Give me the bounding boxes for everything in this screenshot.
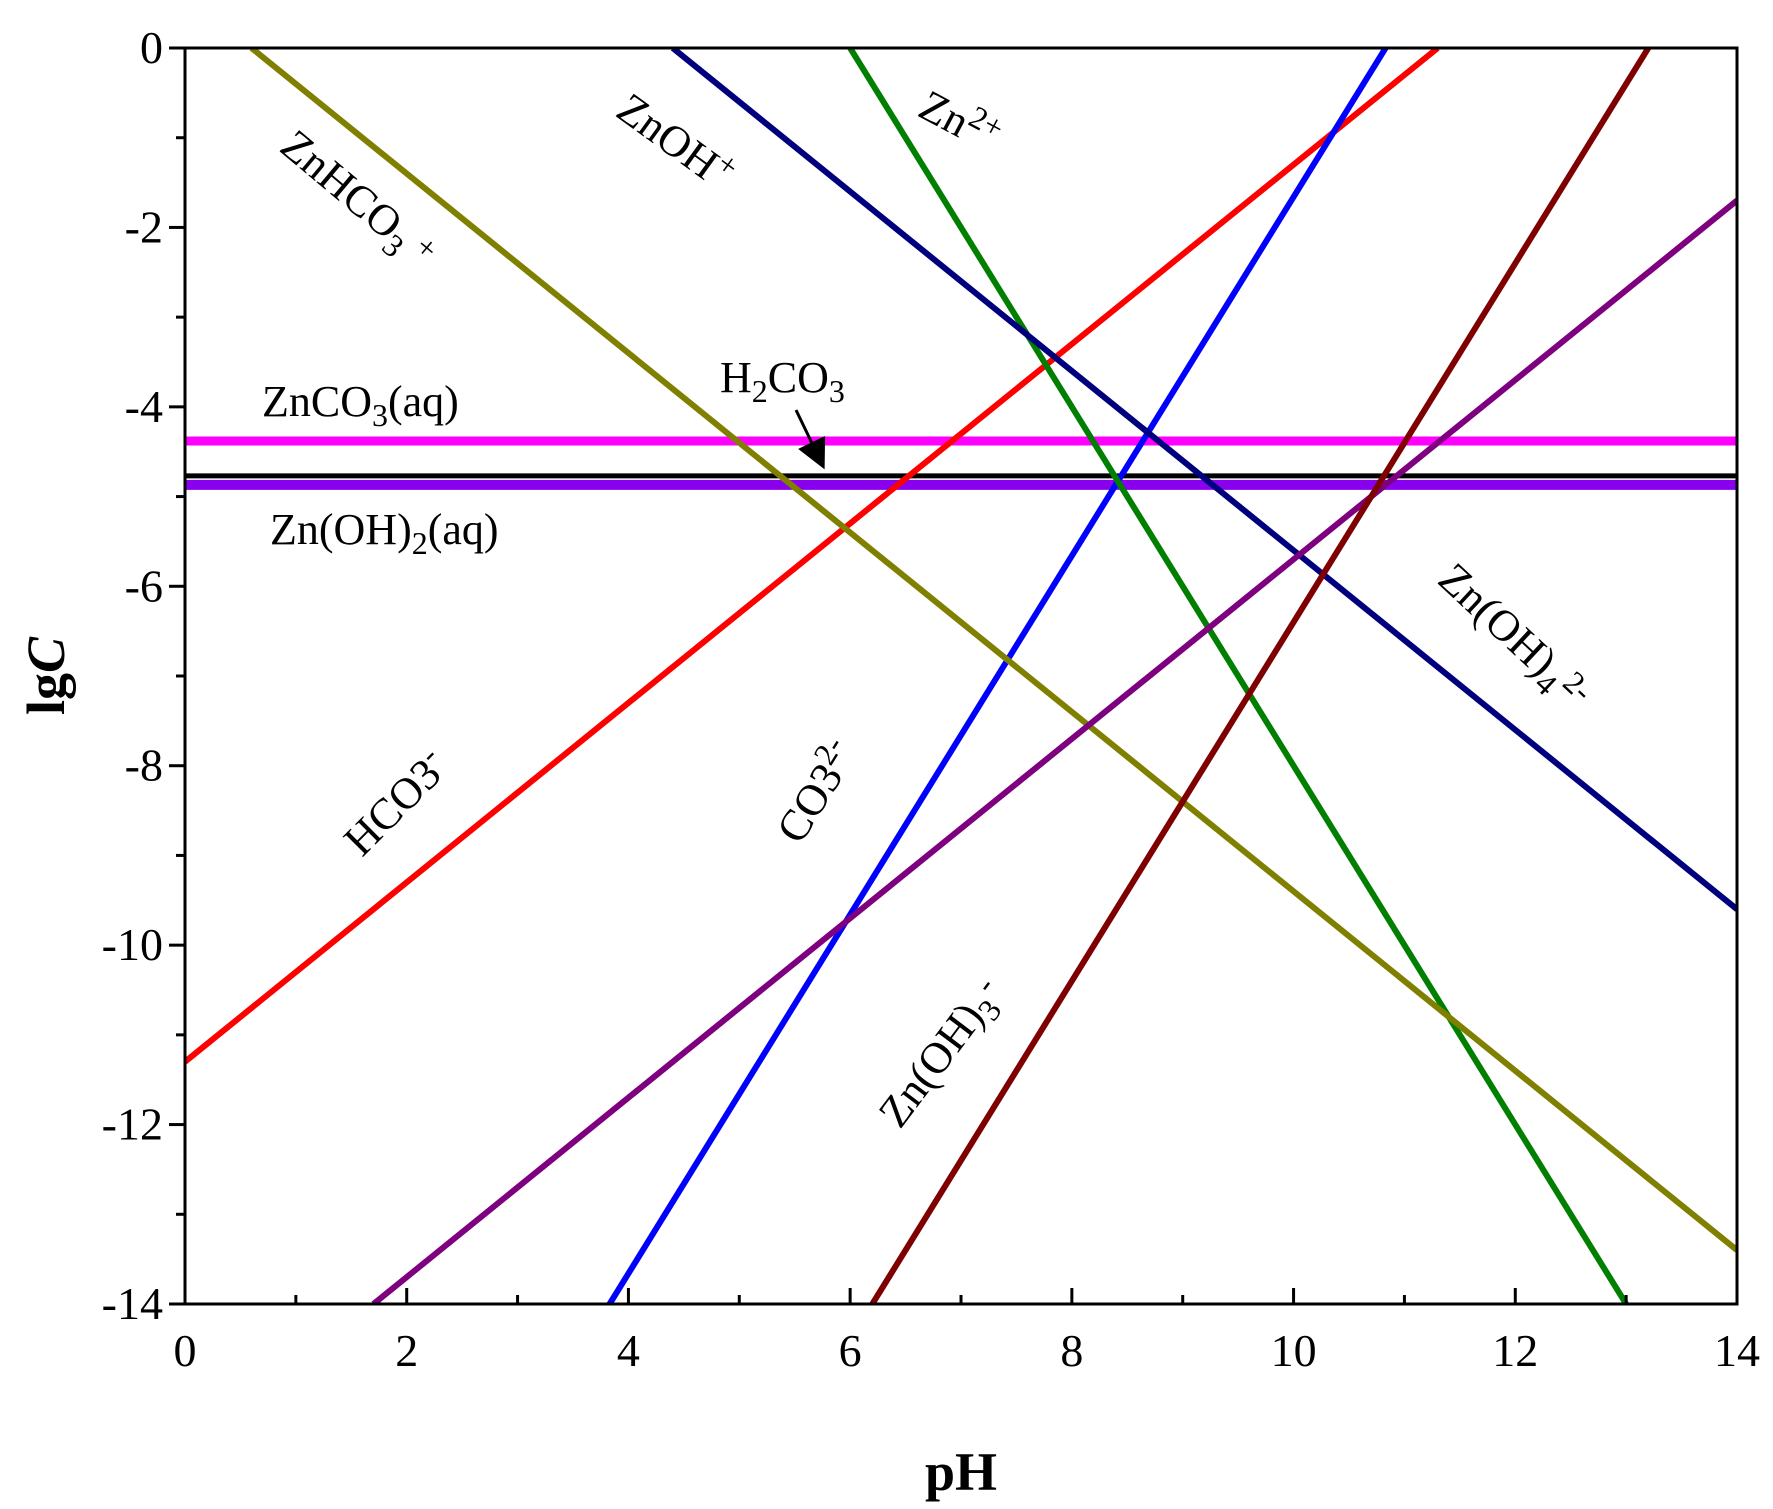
label-znoh4: Zn(OH)42- — [1424, 553, 1600, 722]
y-axis-title: lgC — [16, 636, 76, 715]
y-axis-title-c: C — [16, 636, 76, 673]
label-h2co3: H2CO3 — [720, 353, 845, 409]
label-zncrb: ZnCO3(aq) — [262, 377, 459, 433]
plot-frame — [183, 46, 1739, 1306]
y-tick-label: -14 — [102, 1278, 163, 1329]
label-znoh3: Zn(OH)3- — [869, 969, 1017, 1140]
y-tick-label: -6 — [125, 560, 163, 611]
y-tick-label: 0 — [140, 22, 163, 73]
y-tick-label: -12 — [102, 1099, 163, 1150]
y-tick-label: -2 — [125, 201, 163, 252]
series-line-zn2 — [847, 48, 1629, 1304]
y-tick-label: -8 — [125, 740, 163, 791]
series-layer — [185, 48, 1737, 1304]
x-tick-label: 12 — [1492, 1325, 1538, 1376]
label-znoh: ZnOH+ — [608, 79, 746, 200]
x-tick-label: 2 — [395, 1325, 418, 1376]
series-line-hco3 — [185, 48, 1440, 1065]
label-znoh2: Zn(OH)2(aq) — [270, 505, 499, 561]
label-znhco3: ZnHCO3+ — [267, 120, 445, 282]
y-tick-label: -4 — [125, 381, 163, 432]
x-axis-title: pH — [925, 1442, 997, 1502]
series-line-znoh4 — [869, 48, 1651, 1304]
y-axis-title-lg: lg — [16, 673, 76, 715]
x-tick-label: 14 — [1714, 1325, 1760, 1376]
series-line-co32 — [607, 48, 1389, 1304]
series-line-znoh3 — [371, 198, 1737, 1304]
ticks-layer — [169, 46, 1739, 1306]
label-zn2: Zn2+ — [911, 75, 1010, 162]
x-tick-label: 8 — [1060, 1325, 1083, 1376]
x-tick-label: 10 — [1271, 1325, 1317, 1376]
y-tick-label: -10 — [102, 919, 163, 970]
ticklabels-layer: 0 2 4 6 8 10 12 14 0 -2 -4 -6 -8 -10 -12 -14 — [102, 22, 1760, 1376]
x-tick-label: 6 — [839, 1325, 862, 1376]
label-hco3: HCO3- — [330, 737, 458, 865]
h2co3-arrow — [794, 409, 826, 470]
x-tick-label: 0 — [174, 1325, 197, 1376]
series-line-znoh — [670, 48, 1737, 912]
series-line-znhco3 — [249, 48, 1737, 1253]
label-co32: CO32- — [762, 729, 867, 851]
x-tick-label: 4 — [617, 1325, 640, 1376]
